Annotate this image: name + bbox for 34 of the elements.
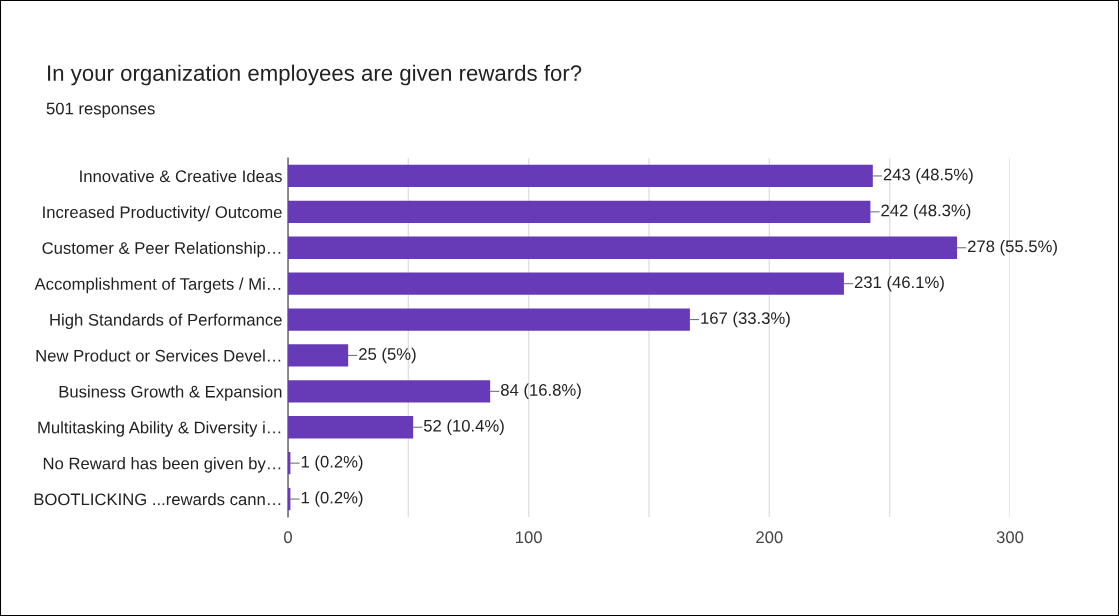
chart-title: In your organization employees are given rewards for?: [48, 64, 582, 86]
bar: [288, 344, 349, 367]
data-label: 231 (46.1%): [854, 275, 944, 292]
data-label: 242 (48.3%): [881, 204, 971, 220]
text: 501 responses: [46, 102, 155, 118]
bar: [288, 272, 844, 295]
y-tick-label: Customer & Peer Relationship…: [42, 241, 281, 258]
bar: [288, 164, 873, 188]
bar: [288, 308, 690, 331]
data-label: 84 (16.8%): [500, 383, 581, 400]
y-tick-label: Increased Productivity/ Outcome: [43, 205, 282, 222]
bar: [288, 380, 491, 403]
data-label: 243 (48.5%): [883, 168, 973, 184]
bar: [288, 236, 958, 259]
y-tick-label: New Product or Services Devel…: [36, 349, 281, 362]
data-label: 52 (10.4%): [423, 419, 504, 436]
y-tick-label: Business Growth & Expansion: [59, 385, 282, 401]
data-label: 167 (33.3%): [701, 311, 790, 328]
x-tick-label: 300: [996, 531, 1024, 544]
data-label: 25 (5%): [359, 347, 416, 364]
x-tick-label: 0: [284, 531, 292, 544]
y-tick-label: Innovative & Creative Ideas: [80, 169, 282, 183]
y-tick-label: Accomplishment of Targets / Mi…: [34, 277, 281, 294]
y-tick-label: BOOTLICKING ...rewards cann…: [34, 493, 281, 506]
y-tick-label: Multitasking Ability & Diversity i…: [38, 421, 281, 437]
bar: [288, 416, 414, 439]
data-label: 278 (55.5%): [968, 239, 1057, 256]
y-tick-label: High Standards of Performance: [50, 313, 282, 330]
data-label: 1 (0.2%): [301, 491, 363, 507]
data-label: 1 (0.2%): [301, 455, 363, 471]
x-tick-label: 100: [516, 531, 542, 544]
x-tick-label: 200: [756, 531, 783, 544]
y-tick-label: No Reward has been given by…: [43, 457, 281, 473]
bar: [288, 200, 871, 223]
